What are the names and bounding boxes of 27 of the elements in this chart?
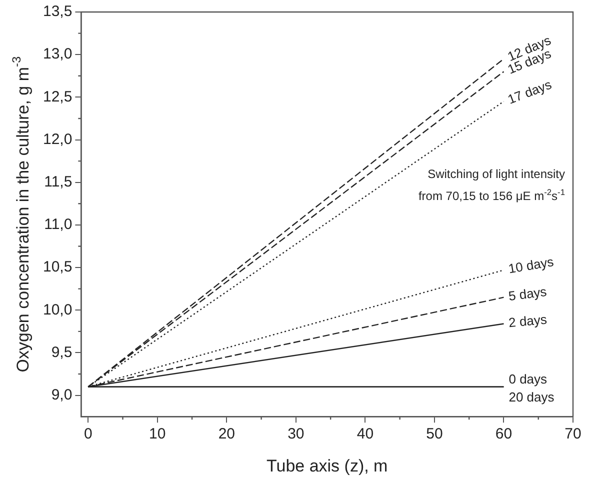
x-tick-label: 20 [218, 426, 235, 443]
y-axis-title: Oxygen concentration in the culture, g m-3 [9, 56, 33, 372]
y-tick-label: 13,0 [42, 46, 72, 63]
annotation: Switching of light intensity [428, 166, 566, 181]
x-axis-title: Tube axis (z), m [266, 456, 388, 476]
y-tick-label: 12,5 [42, 88, 72, 106]
x-tick-label: 40 [356, 426, 374, 443]
x-tick-label: 30 [288, 426, 304, 443]
x-tick-label: 10 [149, 426, 166, 443]
x-tick-label: 60 [495, 426, 512, 443]
text: 10 days [507, 254, 556, 276]
y-tick-label: 12,0 [42, 130, 72, 148]
x-tick-label: 70 [564, 426, 582, 443]
series-label: 20 days [508, 389, 555, 404]
series-label: 0 days [508, 371, 548, 386]
y-tick-label: 13,5 [42, 3, 72, 20]
text: 5 days [508, 284, 548, 304]
y-tick-label: 10,5 [42, 258, 72, 276]
x-tick-label: 0 [84, 426, 92, 443]
y-tick-label: 11,5 [44, 174, 72, 190]
text: 2 days [508, 312, 548, 330]
y-tick-label: 9,0 [51, 386, 72, 404]
x-tick-label: 50 [426, 426, 443, 443]
y-tick-label: 11,0 [44, 216, 72, 234]
y-tick-label: 9,5 [51, 344, 72, 361]
text: 17 days [506, 76, 554, 107]
y-tick-label: 10,0 [42, 301, 72, 318]
